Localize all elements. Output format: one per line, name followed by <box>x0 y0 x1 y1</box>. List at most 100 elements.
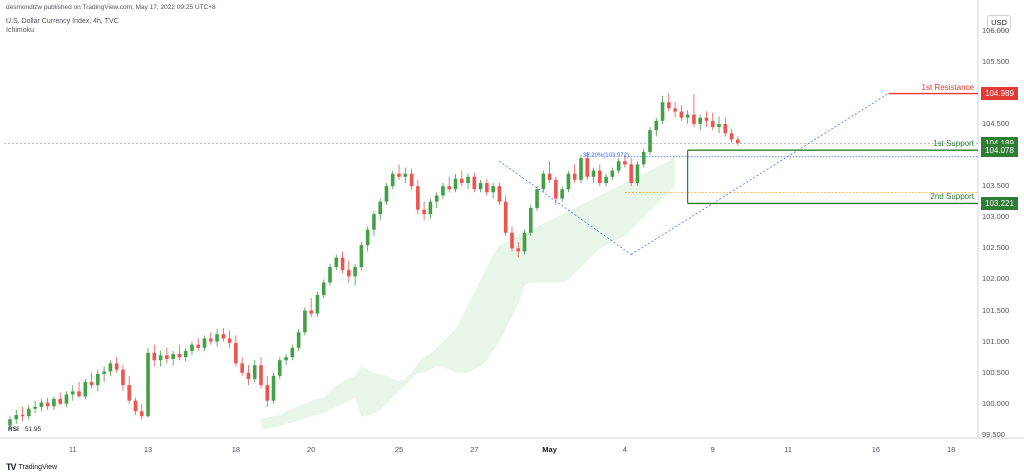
candle-body <box>8 419 12 426</box>
candle-body <box>685 114 690 118</box>
fib-trendline-up <box>630 93 889 255</box>
candle-body <box>416 186 420 210</box>
candle-body <box>296 332 301 348</box>
candle-body <box>372 214 376 230</box>
candle-body <box>33 406 37 409</box>
candle-body <box>547 173 552 180</box>
fib-label: 38.20%(103.972) <box>582 152 629 159</box>
candle-body <box>96 373 100 386</box>
time-tick-label: 9 <box>710 445 715 454</box>
candle-body <box>27 408 31 417</box>
rsi-legend[interactable]: RSI 51.95 <box>8 426 41 433</box>
candle-body <box>635 164 640 184</box>
candle-body <box>246 372 251 379</box>
candle-body <box>497 186 502 202</box>
candle-body <box>560 189 564 199</box>
candle-body <box>259 365 263 386</box>
price-tick-label: 104.500 <box>982 118 1010 128</box>
candle-body <box>409 173 414 187</box>
candle-body <box>397 173 401 177</box>
time-tick-label: 11 <box>68 445 77 454</box>
candle-body <box>190 344 194 351</box>
symbol-title[interactable]: U.S. Dollar Currency Index, 4h, TVC <box>6 18 119 25</box>
candle-body <box>77 391 81 397</box>
time-tick-label: 20 <box>307 445 316 454</box>
candle-body <box>572 173 577 180</box>
price-tick-label: 101.000 <box>982 336 1010 346</box>
fib-trendline-down <box>499 160 632 255</box>
candle-body <box>303 310 307 333</box>
level-label: 1st Support <box>933 139 974 149</box>
candle-body <box>604 176 608 184</box>
candle-body <box>240 363 244 373</box>
candle-body <box>315 294 320 314</box>
candle-body <box>679 111 684 118</box>
candle-body <box>196 344 201 348</box>
indicator-legend[interactable]: Ichimoku <box>6 27 35 34</box>
candle-body <box>692 114 696 124</box>
candle-body <box>698 117 702 124</box>
candle-body <box>736 139 740 144</box>
candle-body <box>729 133 734 140</box>
candle-body <box>215 334 219 342</box>
published-by-text: desmondlzw published on TradingView.com,… <box>6 4 216 11</box>
price-tick-label: 103.000 <box>982 212 1010 222</box>
candle-body <box>503 201 508 233</box>
candle-body <box>347 270 351 277</box>
candle-body <box>466 176 470 184</box>
candle-body <box>133 400 138 412</box>
time-tick-label: 27 <box>470 445 479 454</box>
candle-body <box>102 371 106 374</box>
time-tick-label: 13 <box>143 445 153 454</box>
candle-body <box>459 178 464 184</box>
candle-body <box>585 158 590 177</box>
candle-body <box>278 360 282 376</box>
time-tick-label: 16 <box>871 445 881 454</box>
price-tag: 104.989 <box>981 87 1018 101</box>
candle-body <box>403 173 408 177</box>
price-tick-label: 103.500 <box>982 181 1010 191</box>
candle-body <box>89 382 94 386</box>
candle-body <box>328 266 332 283</box>
candle-body <box>139 411 144 417</box>
candle-body <box>566 173 571 190</box>
level-label: 2nd Support <box>930 192 974 202</box>
currency-label[interactable]: USD <box>987 15 1011 31</box>
candle-body <box>165 355 169 360</box>
candle-body <box>284 357 288 361</box>
candle-body <box>390 173 395 187</box>
candle-body <box>673 108 677 112</box>
candle-body <box>265 385 270 401</box>
level-label: 1st Resistance <box>921 82 974 92</box>
candle-body <box>422 209 426 215</box>
ichimoku-cloud <box>261 155 676 429</box>
candle-body <box>83 382 88 397</box>
candle-body <box>660 102 665 121</box>
candle-body <box>146 352 150 417</box>
candle-body <box>114 363 119 370</box>
candle-body <box>478 183 483 190</box>
candle-body <box>70 391 75 395</box>
price-tick-label: 100.500 <box>982 367 1010 377</box>
candle-body <box>629 164 633 184</box>
price-tick-label: 105.500 <box>982 56 1010 66</box>
tradingview-brand: TV TradingView <box>6 462 57 472</box>
candle-body <box>667 102 671 109</box>
candle-body <box>234 342 238 364</box>
candle-body <box>704 117 709 121</box>
candle-body <box>202 338 207 348</box>
price-tick-label: 106.000 <box>982 25 1010 35</box>
candle-body <box>271 375 276 401</box>
candle-body <box>365 229 370 246</box>
candle-body <box>554 179 558 199</box>
candle-body <box>58 398 62 404</box>
candle-body <box>340 257 345 271</box>
candle-body <box>598 170 602 184</box>
candle-body <box>208 338 213 342</box>
candle-body <box>447 186 452 190</box>
candle-body <box>535 189 539 208</box>
time-tick-label: 4 <box>622 445 627 454</box>
time-tick-label: 25 <box>394 445 404 454</box>
